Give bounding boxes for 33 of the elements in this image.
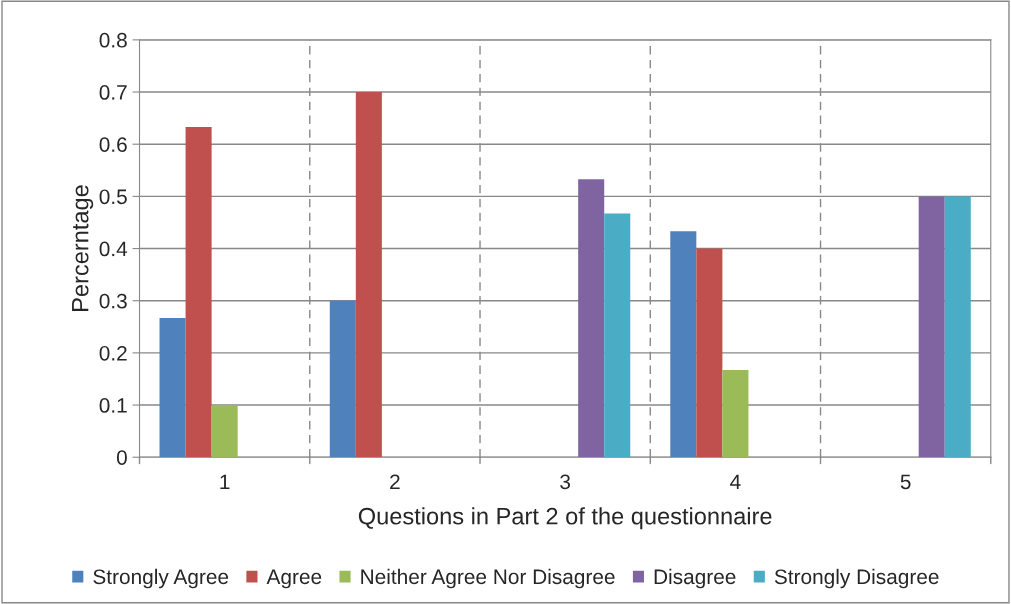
y-tick-label: 0.2 — [99, 345, 127, 361]
bar — [670, 231, 697, 458]
y-tick-label: 0.3 — [99, 293, 127, 309]
y-tick-label: 0.4 — [99, 241, 128, 257]
x-tick-label: 1 — [220, 474, 230, 489]
legend-label: Strongly Disagree — [774, 568, 939, 589]
bar — [944, 196, 971, 458]
x-axis-title: Questions in Part 2 of the questionnaire — [358, 507, 772, 530]
bar — [578, 179, 605, 458]
bar — [722, 370, 749, 458]
bar — [604, 213, 631, 458]
x-tick-label: 4 — [730, 474, 741, 489]
y-tick-label: 0.8 — [99, 32, 127, 48]
legend-label: Agree — [266, 569, 322, 589]
y-tick-label: 0.7 — [99, 85, 127, 100]
y-tick-label: 0.6 — [99, 137, 127, 152]
y-tick-label: 0.5 — [99, 189, 127, 205]
legend-label: Strongly Agree — [93, 568, 229, 589]
y-tick-label: 0 — [116, 450, 127, 465]
y-tick-label: 0.1 — [99, 398, 127, 413]
legend-label: Disagree — [654, 568, 736, 589]
bar — [329, 300, 356, 458]
legend-label: Neither Agree Nor Disagree — [361, 568, 615, 589]
bar — [211, 405, 238, 458]
bar — [159, 317, 186, 458]
bar — [918, 196, 945, 458]
x-tick-label: 3 — [560, 474, 571, 490]
x-tick-label: 2 — [390, 474, 400, 489]
bar — [696, 248, 723, 458]
x-tick-label: 5 — [900, 474, 911, 490]
bar — [185, 126, 212, 458]
y-axis-title: Percerntage — [72, 185, 94, 311]
bar — [355, 92, 382, 458]
